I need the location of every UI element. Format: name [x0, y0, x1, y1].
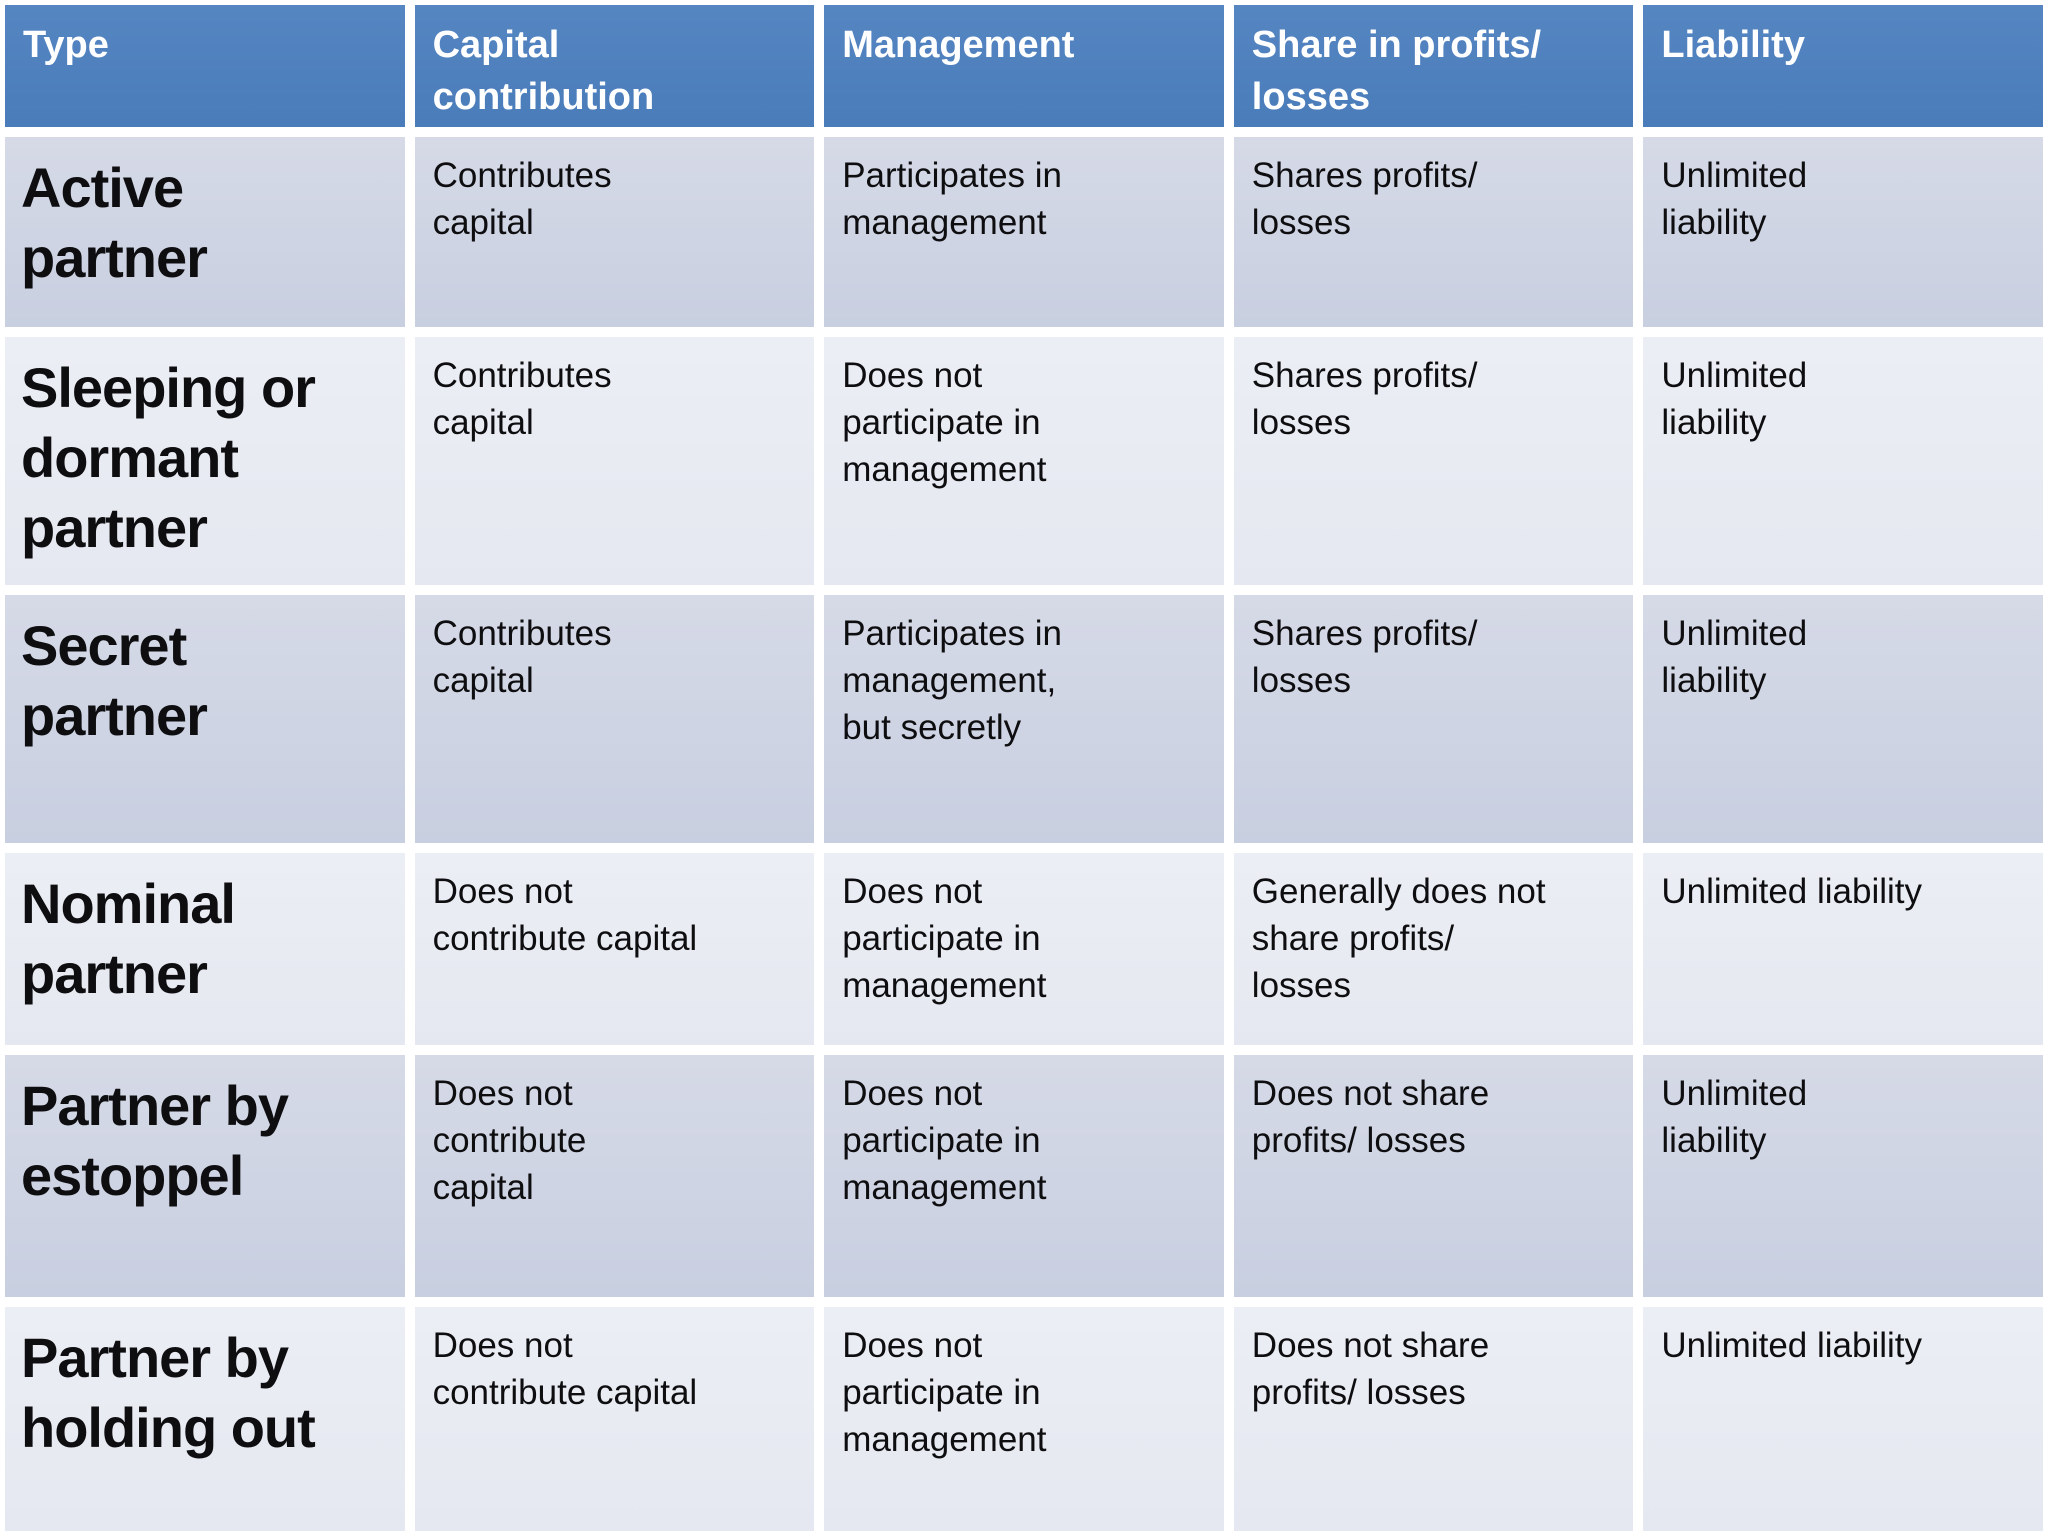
header-cell-type: Type	[5, 5, 405, 127]
capital-contribution-cell: Does not contribute capital	[414, 1055, 815, 1297]
type-cell: Partner by holding out	[5, 1307, 405, 1531]
management-cell: Participates in management, but secretly	[824, 595, 1224, 843]
capital-contribution-cell: Contributes capital	[414, 137, 815, 327]
liability-cell: Unlimited liability	[1643, 1055, 2043, 1297]
type-cell: Secret partner	[5, 595, 405, 843]
management-cell: Does not participate in management	[824, 1307, 1224, 1531]
liability-cell: Unlimited liability	[1643, 595, 2043, 843]
capital-contribution-cell: Does not contribute capital	[414, 853, 815, 1045]
header-cell-share-profits-losses: Share in profits/ losses	[1233, 5, 1634, 127]
type-cell: Active partner	[5, 137, 405, 327]
management-cell: Participates in management	[824, 137, 1224, 327]
header-cell-capital-contribution: Capital contribution	[414, 5, 815, 127]
type-cell: Sleeping or dormant partner	[5, 337, 405, 585]
liability-cell: Unlimited liability	[1643, 137, 2043, 327]
share-profits-cell: Shares profits/ losses	[1233, 137, 1634, 327]
share-profits-cell: Does not share profits/ losses	[1233, 1307, 1634, 1531]
liability-cell: Unlimited liability	[1643, 853, 2043, 1045]
liability-cell: Unlimited liability	[1643, 337, 2043, 585]
table-row-secret-partner: Secret partner Contributes capital Parti…	[5, 595, 2043, 843]
capital-contribution-cell: Contributes capital	[414, 595, 815, 843]
management-cell: Does not participate in management	[824, 853, 1224, 1045]
type-cell: Partner by estoppel	[5, 1055, 405, 1297]
capital-contribution-cell: Contributes capital	[414, 337, 815, 585]
table-header-row: Type Capital contribution Management Sha…	[5, 5, 2043, 127]
table-row-partner-by-holding-out: Partner by holding out Does not contribu…	[5, 1307, 2043, 1531]
share-profits-cell: Shares profits/ losses	[1233, 337, 1634, 585]
share-profits-cell: Does not share profits/ losses	[1233, 1055, 1634, 1297]
capital-contribution-cell: Does not contribute capital	[414, 1307, 815, 1531]
share-profits-cell: Shares profits/ losses	[1233, 595, 1634, 843]
management-cell: Does not participate in management	[824, 337, 1224, 585]
type-cell: Nominal partner	[5, 853, 405, 1045]
table-row-partner-by-estoppel: Partner by estoppel Does not contribute …	[5, 1055, 2043, 1297]
table-row-sleeping-partner: Sleeping or dormant partner Contributes …	[5, 337, 2043, 585]
table-row-nominal-partner: Nominal partner Does not contribute capi…	[5, 853, 2043, 1045]
liability-cell: Unlimited liability	[1643, 1307, 2043, 1531]
header-cell-management: Management	[824, 5, 1224, 127]
share-profits-cell: Generally does not share profits/ losses	[1233, 853, 1634, 1045]
header-cell-liability: Liability	[1643, 5, 2043, 127]
management-cell: Does not participate in management	[824, 1055, 1224, 1297]
table-row-active-partner: Active partner Contributes capital Parti…	[5, 137, 2043, 327]
